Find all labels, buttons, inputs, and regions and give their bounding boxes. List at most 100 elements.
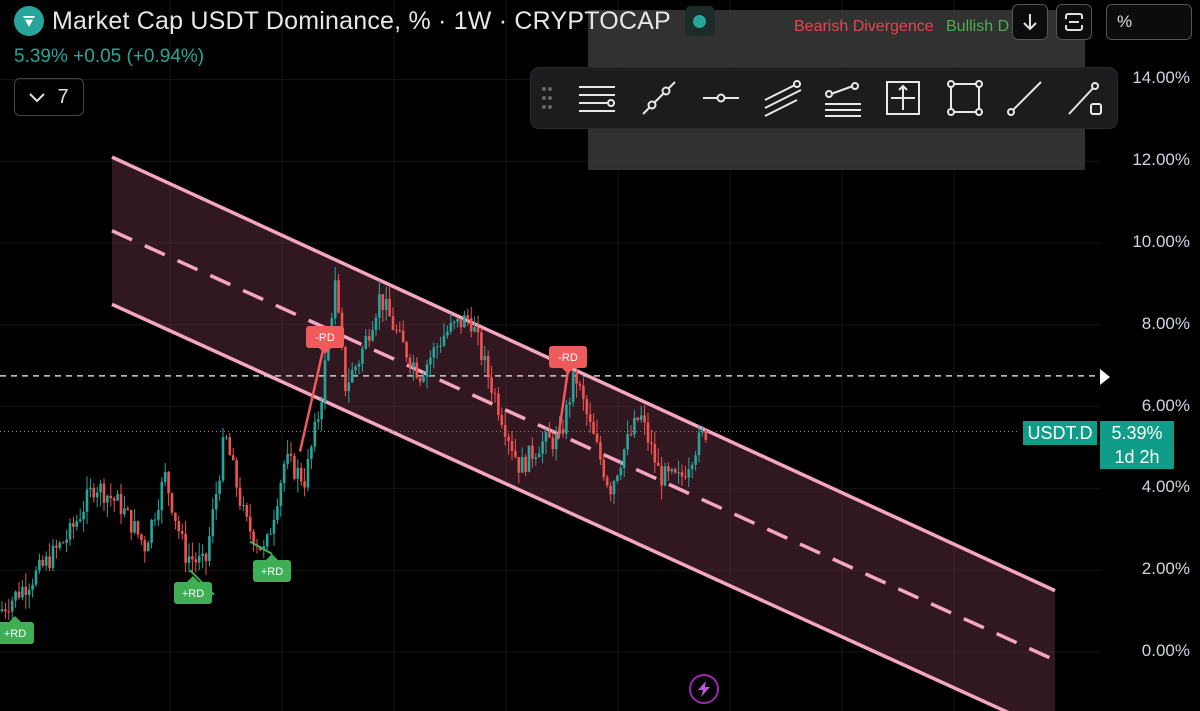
candle-body [571, 371, 575, 403]
candle-body [21, 586, 24, 598]
rectangle-tool-icon[interactable] [945, 78, 985, 118]
candle-body [146, 542, 150, 552]
ray-line-icon[interactable] [1005, 78, 1045, 118]
candle-body [452, 321, 456, 323]
candle-body [510, 440, 514, 451]
scale-mode-selector[interactable]: % [1106, 4, 1192, 40]
lightning-icon[interactable] [689, 674, 719, 704]
candle-body [364, 336, 368, 349]
candle-body [677, 472, 680, 474]
candle-body [643, 415, 646, 423]
candle-body [276, 506, 279, 520]
candle-body [10, 600, 14, 612]
drag-handle-icon[interactable] [541, 86, 553, 110]
candle-body [680, 472, 684, 477]
candle-body [514, 450, 517, 458]
fullscreen-icon[interactable] [1056, 4, 1092, 40]
candle-body [133, 521, 136, 533]
candle-body [395, 329, 398, 331]
arrow-down-icon[interactable] [1012, 4, 1048, 40]
candle-body [432, 347, 436, 358]
candle-body [520, 456, 524, 473]
divergence-label-bg [0, 622, 34, 644]
candle-body [17, 591, 21, 598]
parallel-channel-icon[interactable] [763, 78, 803, 118]
market-status-icon[interactable] [684, 6, 715, 36]
candle-body [568, 402, 572, 405]
candle-body [459, 318, 463, 328]
candle-body [160, 481, 164, 511]
extended-line-icon[interactable] [1065, 78, 1105, 118]
candle-body [272, 519, 276, 534]
y-tick-label: 14.00% [1132, 68, 1190, 88]
candle-body [704, 430, 708, 440]
candle-body [316, 419, 320, 422]
candle-body [602, 459, 606, 478]
candle-body [119, 493, 123, 515]
candle-body [449, 322, 453, 332]
candle-body [595, 433, 599, 443]
candle-body [31, 584, 34, 590]
candle-body [469, 318, 473, 332]
candle-body [622, 449, 626, 469]
symbol-title[interactable]: Market Cap USDT Dominance, % · 1W · CRYP… [52, 6, 671, 35]
y-tick-label: 8.00% [1141, 313, 1190, 333]
candle-body [463, 315, 466, 328]
candle-body [75, 521, 79, 527]
candle-body [605, 477, 609, 486]
candle-body [626, 434, 629, 450]
candle-body [44, 556, 48, 566]
y-tick-label: 0.00% [1141, 641, 1190, 660]
indicators-toggle-button[interactable]: 7 [14, 78, 84, 116]
candle-body [422, 376, 425, 382]
candle-body [650, 442, 653, 445]
candle-body [425, 364, 429, 377]
candle-body [619, 468, 623, 476]
position-tool-icon[interactable] [883, 78, 923, 118]
symbol-header: Market Cap USDT Dominance, % · 1W · CRYP… [14, 6, 715, 36]
candle-body [412, 362, 415, 368]
candle-body [690, 464, 694, 470]
candle-body [408, 357, 412, 368]
fib-channel-icon[interactable] [823, 78, 863, 118]
candle-body [378, 294, 381, 318]
divergence-label-bg [253, 560, 291, 582]
candle-body [65, 539, 68, 543]
candle-body [170, 493, 174, 513]
horizontal-line-icon[interactable] [701, 78, 741, 118]
candle-body [323, 360, 327, 402]
candle-body [507, 436, 510, 441]
candle-body [333, 280, 337, 319]
candle-body [306, 458, 310, 488]
y-tick-label: 12.00% [1132, 150, 1190, 170]
candle-body [667, 466, 670, 472]
candle-body [418, 377, 422, 382]
candle-body [361, 348, 364, 364]
candle-body [123, 508, 126, 515]
candle-body [116, 493, 119, 501]
candle-body [527, 445, 531, 472]
candle-body [374, 317, 378, 331]
candle-body [466, 315, 470, 319]
candle-body [656, 462, 660, 466]
candle-body [286, 453, 289, 464]
regression-channel [0, 155, 1110, 711]
y-tick-label: 6.00% [1141, 395, 1190, 415]
fib-retracement-icon[interactable] [577, 78, 617, 118]
y-tick-label: 4.00% [1141, 477, 1190, 497]
candle-body [7, 611, 11, 613]
candle-body [415, 362, 419, 378]
candle-body [350, 369, 354, 383]
divergence-label-bg [174, 582, 212, 604]
candle-body [588, 414, 592, 423]
candle-body [194, 559, 198, 563]
candle-body [592, 422, 595, 434]
trend-line-icon[interactable] [639, 78, 679, 118]
candle-body [381, 294, 385, 310]
candle-body [61, 542, 65, 544]
candle-body [384, 298, 388, 310]
candle-body [191, 556, 194, 560]
candle-body [337, 280, 340, 313]
candle-body [245, 505, 249, 517]
candle-body [68, 523, 72, 540]
